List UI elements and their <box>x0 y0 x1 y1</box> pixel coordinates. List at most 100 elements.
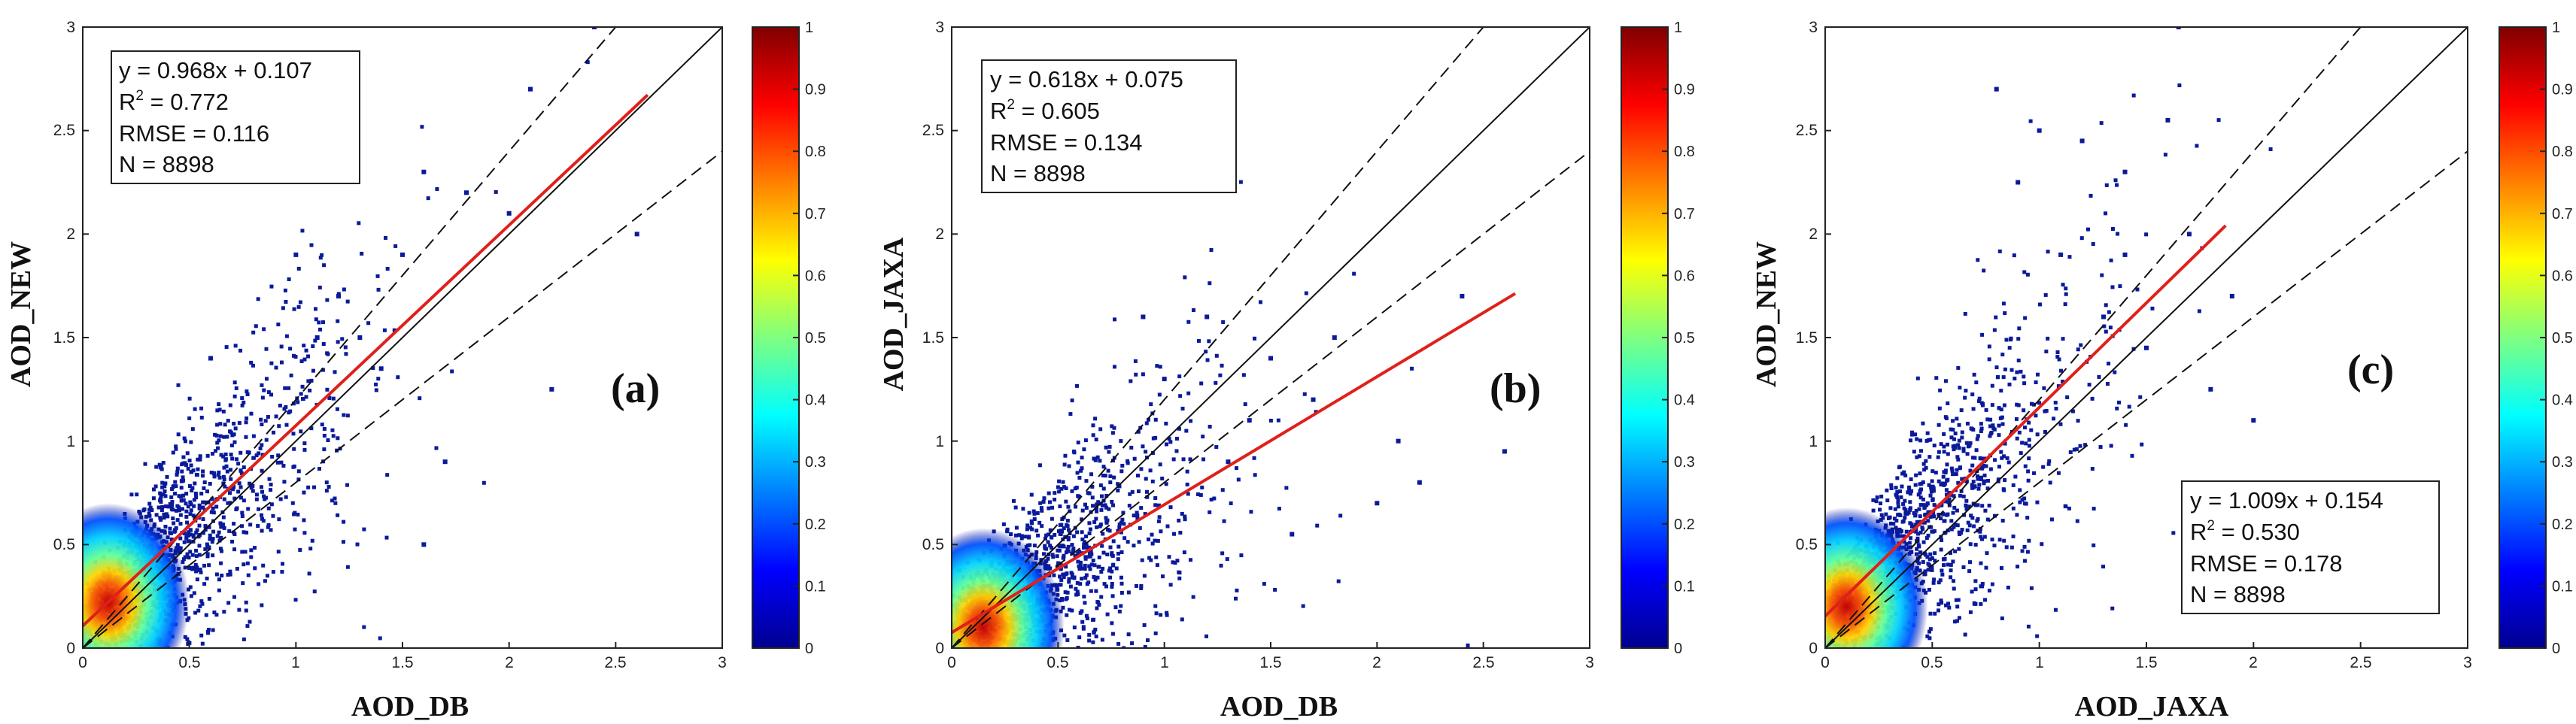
data-point <box>1157 515 1162 520</box>
data-point <box>163 484 167 489</box>
data-point <box>199 570 203 574</box>
data-point <box>385 266 390 271</box>
data-point <box>393 244 398 248</box>
data-point <box>302 441 307 446</box>
y-tick-label: 2.5 <box>922 122 944 139</box>
colorbar-gradient <box>1621 26 1669 649</box>
data-point <box>1059 523 1064 527</box>
data-point <box>1932 529 1937 533</box>
data-point <box>376 287 381 292</box>
data-point <box>1065 524 1070 529</box>
data-point <box>187 539 192 544</box>
data-point <box>1029 519 1034 523</box>
data-point <box>237 607 242 612</box>
data-point <box>171 516 175 521</box>
data-point <box>238 450 243 455</box>
data-point <box>1117 609 1122 613</box>
data-point <box>1062 633 1067 638</box>
data-point <box>1125 459 1130 463</box>
data-point <box>1939 516 1943 521</box>
data-point <box>1943 415 1948 420</box>
data-point <box>322 447 327 452</box>
data-point <box>257 451 261 456</box>
data-point <box>189 463 193 468</box>
data-point <box>1947 605 1952 610</box>
outlier-point <box>2165 117 2170 123</box>
data-point <box>320 253 324 257</box>
data-point <box>1140 558 1144 562</box>
data-point <box>1902 534 1906 538</box>
data-point <box>1928 493 1933 498</box>
data-point <box>168 526 172 531</box>
data-point <box>1898 489 1903 494</box>
data-point <box>2003 477 2007 482</box>
data-point <box>1949 519 1954 523</box>
data-point <box>1087 638 1092 643</box>
data-point <box>2105 382 2110 386</box>
data-point <box>183 565 187 570</box>
data-point <box>182 532 187 536</box>
data-point <box>1110 632 1115 636</box>
data-point <box>1050 535 1054 539</box>
data-point <box>1091 640 1095 644</box>
data-point <box>1338 513 1343 518</box>
data-point <box>420 125 424 129</box>
y-axis-label: AOD_JAXA <box>878 237 910 391</box>
data-point <box>1903 511 1908 516</box>
data-point <box>187 396 192 401</box>
data-point <box>1885 498 1890 503</box>
data-point <box>1056 561 1061 565</box>
data-point <box>1119 604 1123 608</box>
data-point <box>1973 601 1978 606</box>
data-point <box>191 533 196 538</box>
data-point <box>1969 513 1973 518</box>
data-point <box>1921 560 1925 565</box>
data-point <box>251 489 255 493</box>
data-point <box>1130 489 1135 494</box>
data-point <box>181 498 186 502</box>
data-point <box>1220 488 1225 492</box>
data-point <box>306 379 311 383</box>
data-point <box>193 407 197 411</box>
data-point <box>159 494 163 498</box>
data-point <box>230 539 235 544</box>
data-point <box>188 550 193 554</box>
data-point <box>1909 524 1914 529</box>
data-point <box>1896 501 1900 505</box>
data-point <box>1960 528 1964 532</box>
data-point <box>232 485 236 489</box>
data-point <box>165 474 169 479</box>
data-point <box>218 547 223 551</box>
data-point <box>1932 577 1937 582</box>
data-point <box>1061 556 1065 560</box>
y-tick-label: 1 <box>1809 433 1818 450</box>
data-point <box>260 383 264 387</box>
data-point <box>374 388 378 392</box>
lower-bound-line <box>952 150 1590 648</box>
data-point <box>238 468 243 473</box>
data-point <box>1066 544 1071 549</box>
data-point <box>327 485 331 489</box>
data-point <box>1186 320 1191 324</box>
data-point <box>1889 483 1894 487</box>
data-point <box>1214 380 1218 385</box>
data-point <box>1879 501 1883 506</box>
data-point <box>2015 513 2019 517</box>
data-point <box>1080 537 1085 541</box>
data-point <box>2061 379 2065 383</box>
data-point <box>1095 509 1099 513</box>
data-point <box>185 451 190 456</box>
data-point <box>266 523 271 527</box>
data-point <box>245 416 249 420</box>
data-point <box>1208 425 1212 429</box>
data-point <box>1942 557 1946 562</box>
data-point <box>2016 403 2021 407</box>
data-point <box>254 492 259 497</box>
x-tick-label: 2 <box>1372 654 1381 671</box>
colorbar-tick-label: 0.3 <box>805 454 826 471</box>
data-point <box>1028 526 1033 530</box>
data-point <box>1060 597 1065 601</box>
data-point <box>1901 501 1906 506</box>
data-point <box>2144 232 2149 237</box>
data-point <box>1917 454 1921 459</box>
